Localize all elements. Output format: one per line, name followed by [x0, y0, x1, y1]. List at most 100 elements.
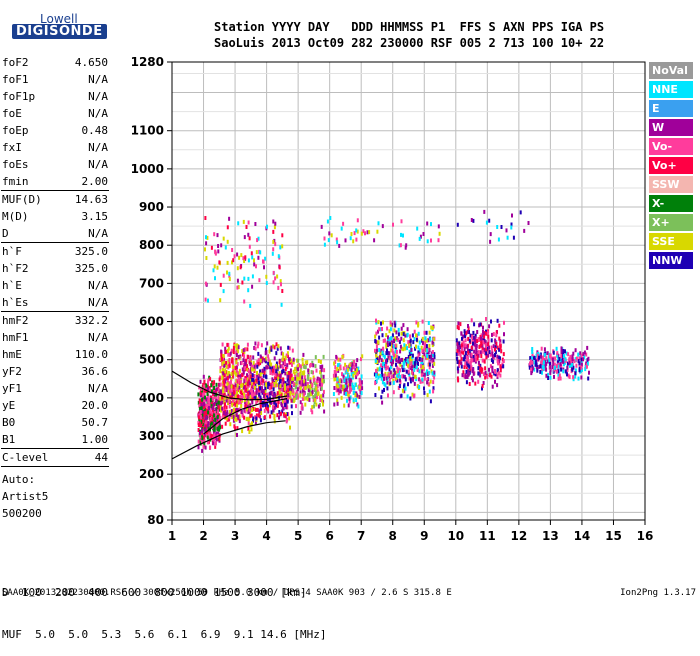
echo-point: [222, 367, 224, 372]
y-tick-label: 500: [139, 353, 164, 367]
echo-point: [231, 374, 234, 379]
echo-point: [495, 341, 498, 346]
echo-point: [318, 382, 321, 387]
echo-point: [469, 333, 472, 338]
echo-point: [541, 367, 544, 372]
parameter-table: foF2 4.650 foF1 N/A foF1p N/A foE N/A foEp 0.48 fx…: [0, 54, 110, 467]
echo-point: [421, 369, 424, 374]
echo-point: [315, 381, 318, 386]
echo-point: [389, 356, 391, 361]
echo-point: [256, 407, 259, 412]
echo-point: [458, 341, 461, 346]
legend-item: X+: [649, 214, 693, 231]
echo-point: [299, 368, 302, 373]
echo-point: [200, 419, 203, 424]
echo-point: [345, 365, 348, 369]
echo-point: [278, 415, 280, 420]
echo-point: [255, 264, 257, 269]
echo-point: [437, 224, 440, 229]
echo-point: [219, 425, 221, 430]
echo-point: [437, 238, 440, 243]
footer-version: Ion2Png 1.3.17: [620, 588, 696, 598]
echo-point: [455, 356, 458, 361]
param-separator: [1, 466, 109, 467]
echo-point: [421, 357, 424, 362]
echo-point: [467, 359, 470, 364]
echo-point: [423, 390, 426, 395]
echo-point: [549, 375, 552, 380]
echo-point: [294, 376, 297, 381]
echo-point: [253, 258, 255, 263]
echo-point: [204, 420, 207, 425]
echo-point: [412, 394, 415, 399]
echo-point: [237, 345, 240, 350]
echo-point: [380, 376, 383, 381]
echo-point: [316, 378, 319, 383]
echo-point: [548, 358, 551, 363]
echo-point: [280, 395, 283, 400]
echo-point: [234, 417, 237, 422]
echo-point: [299, 376, 302, 381]
echo-point: [237, 285, 240, 290]
echo-point: [577, 352, 580, 357]
echo-point: [416, 356, 419, 361]
echo-point: [423, 343, 426, 348]
echo-point: [282, 361, 285, 365]
echo-point: [388, 374, 390, 379]
echo-point: [415, 320, 418, 325]
echo-point: [565, 351, 568, 356]
polarization-legend: NoVal NNE E W Vo- Vo+ SSW X- X+ SSE NNW: [649, 62, 693, 271]
echo-point: [255, 250, 258, 255]
echo-point: [388, 337, 391, 342]
echo-point: [244, 347, 246, 352]
echo-point: [488, 367, 490, 372]
echo-point: [553, 362, 556, 367]
echo-point: [289, 370, 292, 375]
echo-point: [269, 414, 272, 419]
echo-point: [348, 399, 351, 404]
echo-point: [396, 365, 399, 370]
echo-point: [245, 401, 248, 406]
echo-point: [240, 253, 243, 258]
echo-point: [228, 409, 231, 414]
echo-point: [206, 440, 209, 445]
echo-point: [250, 427, 253, 432]
echo-point: [431, 353, 434, 358]
echo-point: [304, 402, 307, 407]
echo-point: [259, 354, 262, 359]
echo-point: [387, 335, 389, 340]
echo-point: [201, 393, 204, 397]
echo-point: [257, 255, 260, 260]
echo-point: [243, 379, 246, 384]
param-row: foE N/A: [0, 105, 110, 122]
echo-point: [427, 350, 430, 355]
echo-point: [244, 385, 246, 389]
echo-point: [209, 398, 212, 402]
echo-point: [389, 365, 392, 370]
echo-point: [534, 362, 537, 367]
echo-point: [288, 357, 291, 362]
echo-point: [418, 340, 421, 345]
echo-point: [228, 374, 231, 379]
echo-point: [428, 354, 431, 359]
echo-point: [407, 369, 410, 374]
param-separator: [1, 242, 109, 243]
echo-point: [271, 397, 274, 402]
param-value: N/A: [88, 158, 108, 171]
echo-point: [571, 354, 574, 359]
echo-point: [319, 359, 322, 364]
echo-point: [275, 369, 278, 374]
echo-point: [566, 367, 569, 372]
echo-point: [214, 421, 217, 426]
echo-point: [267, 381, 270, 386]
echo-point: [385, 366, 388, 371]
echo-point: [218, 427, 221, 432]
param-label: foEs: [2, 158, 29, 171]
echo-point: [269, 368, 272, 373]
echo-point: [197, 392, 200, 397]
echo-point: [420, 364, 423, 369]
echo-point: [358, 385, 361, 390]
echo-point: [209, 445, 212, 450]
echo-point: [380, 395, 383, 400]
echo-point: [494, 338, 497, 343]
